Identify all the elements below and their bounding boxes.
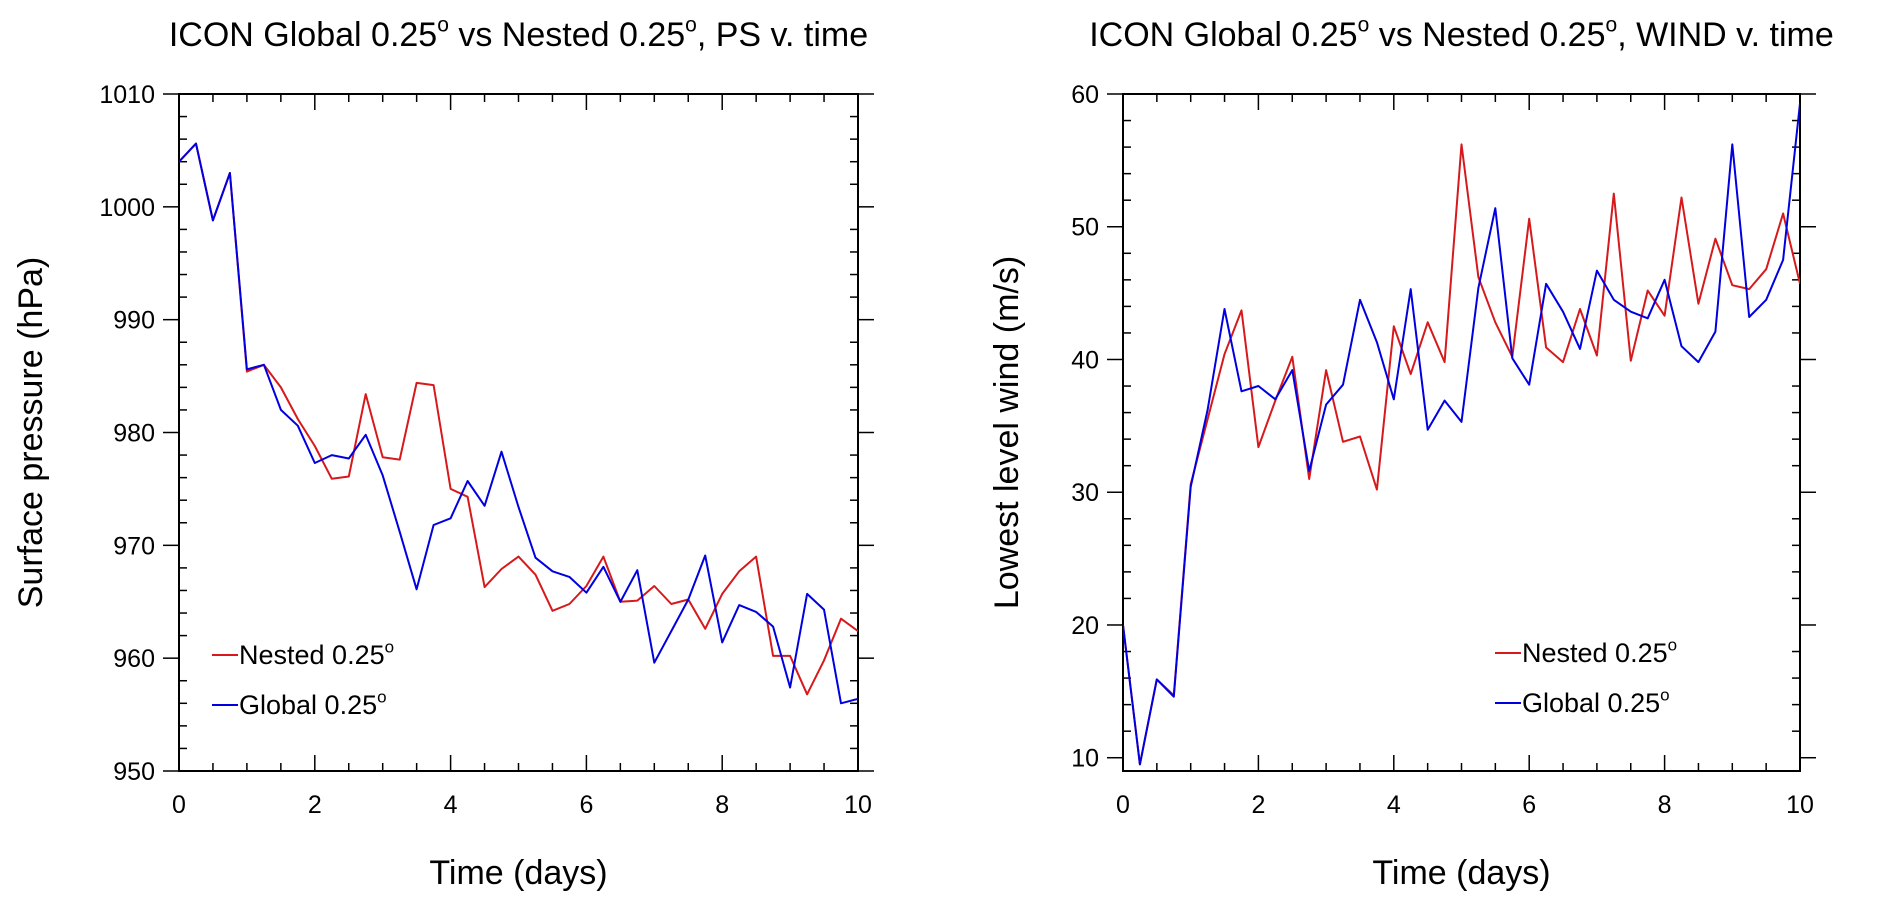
x-tick-label: 4 xyxy=(1387,791,1401,819)
x-tick-label: 2 xyxy=(1251,791,1265,819)
x-axis-label: Time (days) xyxy=(1372,854,1550,892)
legend-global-label: Global 0.25o xyxy=(239,688,387,720)
y-axis-label: Surface pressure (hPa) xyxy=(12,257,50,609)
x-tick-label: 0 xyxy=(172,791,186,819)
y-tick-label: 10 xyxy=(1071,745,1099,773)
y-tick-label: 1000 xyxy=(99,194,155,222)
nested-series-line xyxy=(1123,143,1800,766)
wind-chart-panel: ICON Global 0.25o vs Nested 0.25o, WIND … xyxy=(988,14,1834,892)
y-tick-label: 20 xyxy=(1071,612,1099,640)
x-tick-label: 2 xyxy=(308,791,322,819)
x-tick-label: 6 xyxy=(579,791,593,819)
ps-chart-panel: ICON Global 0.25o vs Nested 0.25o, PS v.… xyxy=(12,14,874,892)
y-axis-label: Lowest level wind (m/s) xyxy=(988,256,1026,609)
y-tick-label: 960 xyxy=(113,645,155,673)
chart-title: ICON Global 0.25o vs Nested 0.25o, PS v.… xyxy=(169,14,868,54)
y-tick-label: 50 xyxy=(1071,214,1099,242)
chart-title: ICON Global 0.25o vs Nested 0.25o, WIND … xyxy=(1089,14,1834,54)
x-axis-label: Time (days) xyxy=(429,854,607,892)
x-tick-label: 10 xyxy=(1786,791,1814,819)
y-tick-label: 970 xyxy=(113,532,155,560)
y-tick-label: 980 xyxy=(113,420,155,448)
y-tick-label: 40 xyxy=(1071,346,1099,374)
y-tick-label: 30 xyxy=(1071,479,1099,507)
global-series-line xyxy=(179,142,858,705)
x-tick-label: 8 xyxy=(715,791,729,819)
nested-series-line xyxy=(179,142,858,696)
x-tick-label: 8 xyxy=(1658,791,1672,819)
x-tick-label: 10 xyxy=(844,791,872,819)
y-tick-label: 950 xyxy=(113,758,155,786)
plot-frame xyxy=(1122,93,1801,772)
y-tick-label: 60 xyxy=(1071,81,1099,109)
legend-nested-label: Nested 0.25o xyxy=(1522,636,1677,668)
y-tick-label: 990 xyxy=(113,307,155,335)
x-tick-label: 6 xyxy=(1522,791,1536,819)
x-tick-label: 4 xyxy=(444,791,458,819)
x-tick-label: 0 xyxy=(1116,791,1130,819)
y-tick-label: 1010 xyxy=(99,81,155,109)
global-series-line xyxy=(1123,103,1800,766)
legend-nested-label: Nested 0.25o xyxy=(239,638,394,670)
legend-global-label: Global 0.25o xyxy=(1522,686,1670,718)
